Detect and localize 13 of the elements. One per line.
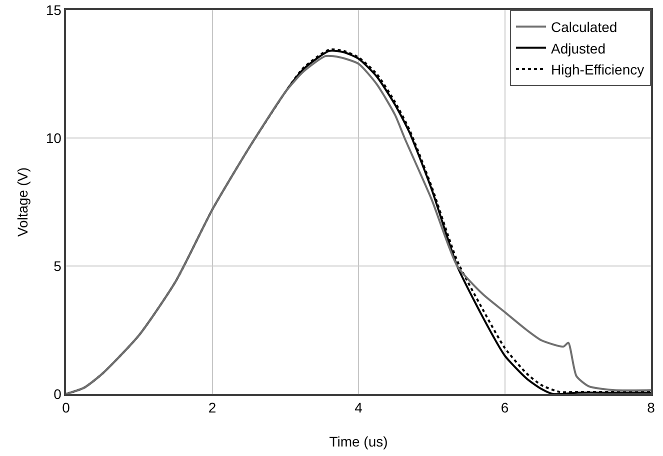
x-tick-label: 2	[208, 400, 216, 416]
y-tick-label: 0	[54, 386, 62, 402]
y-tick-label: 5	[54, 258, 62, 274]
y-tick-label: 15	[46, 2, 62, 18]
legend-label: High-Efficiency	[551, 61, 644, 78]
y-tick-label: 10	[46, 130, 62, 146]
legend-label: Adjusted	[551, 40, 606, 56]
x-tick-label: 8	[647, 400, 656, 416]
legend-label: Calculated	[551, 19, 618, 36]
x-tick-label: 4	[354, 400, 363, 416]
x-tick-label: 6	[500, 400, 509, 416]
y-axis-title: Voltage (V)	[14, 167, 30, 237]
x-axis-title: Time (us)	[329, 434, 388, 450]
